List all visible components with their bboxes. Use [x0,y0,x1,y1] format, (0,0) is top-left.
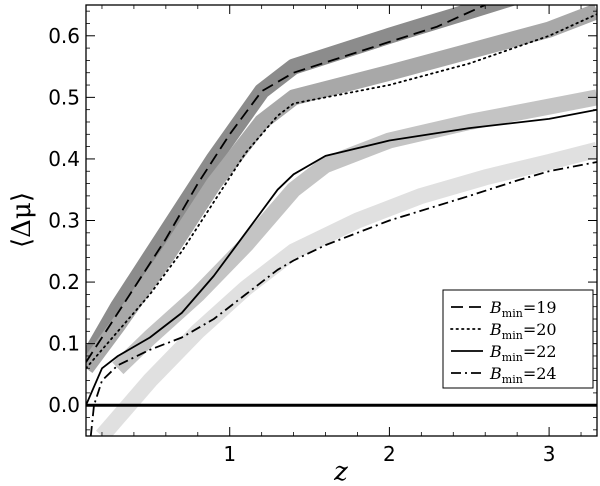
y-tick-label: 0.3 [48,209,80,233]
uncertainty-band-2 [86,5,597,374]
x-tick-label: 2 [383,442,396,466]
y-axis-title: ⟨Δμ⟩ [7,192,37,248]
axis-ticks: 1 2 3 0.0 0.1 0.2 0.3 0.4 0.5 0.6 [48,5,597,466]
series-line-4 [89,161,597,436]
series-lines [86,5,597,436]
uncertainty-band-1 [86,5,517,367]
y-tick-label: 0.0 [48,393,80,417]
y-tick-label: 0.5 [48,85,80,109]
legend-label: Bmin=24 [489,364,557,386]
uncertainty-bands [86,5,597,436]
legend-label: Bmin=20 [489,320,557,342]
legend-box [442,289,594,389]
uncertainty-band-4 [95,141,597,436]
x-axis-title: z [333,457,348,486]
legend-entry: Bmin=24 [451,364,557,386]
y-tick-label: 0.1 [48,332,80,356]
x-tick-label: 3 [543,442,556,466]
series-line-3 [86,108,597,406]
y-tick-label: 0.4 [48,147,80,171]
series-line-2 [86,13,597,370]
series-line-1 [86,5,486,363]
legend-label: Bmin=22 [489,342,557,364]
x-tick-label: 1 [223,442,236,466]
legend-entry: Bmin=20 [450,320,557,342]
y-tick-label: 0.2 [48,270,80,294]
y-axis-label: ⟨Δμ⟩ [7,192,37,248]
legend-label: Bmin=19 [489,298,557,320]
plot-area [85,4,598,437]
uncertainty-band-3 [112,89,597,375]
x-axis-label: z [333,457,348,486]
legend-entry: Bmin=19 [451,298,557,320]
legend-entry: Bmin=22 [451,342,557,364]
y-tick-label: 0.6 [48,24,80,48]
